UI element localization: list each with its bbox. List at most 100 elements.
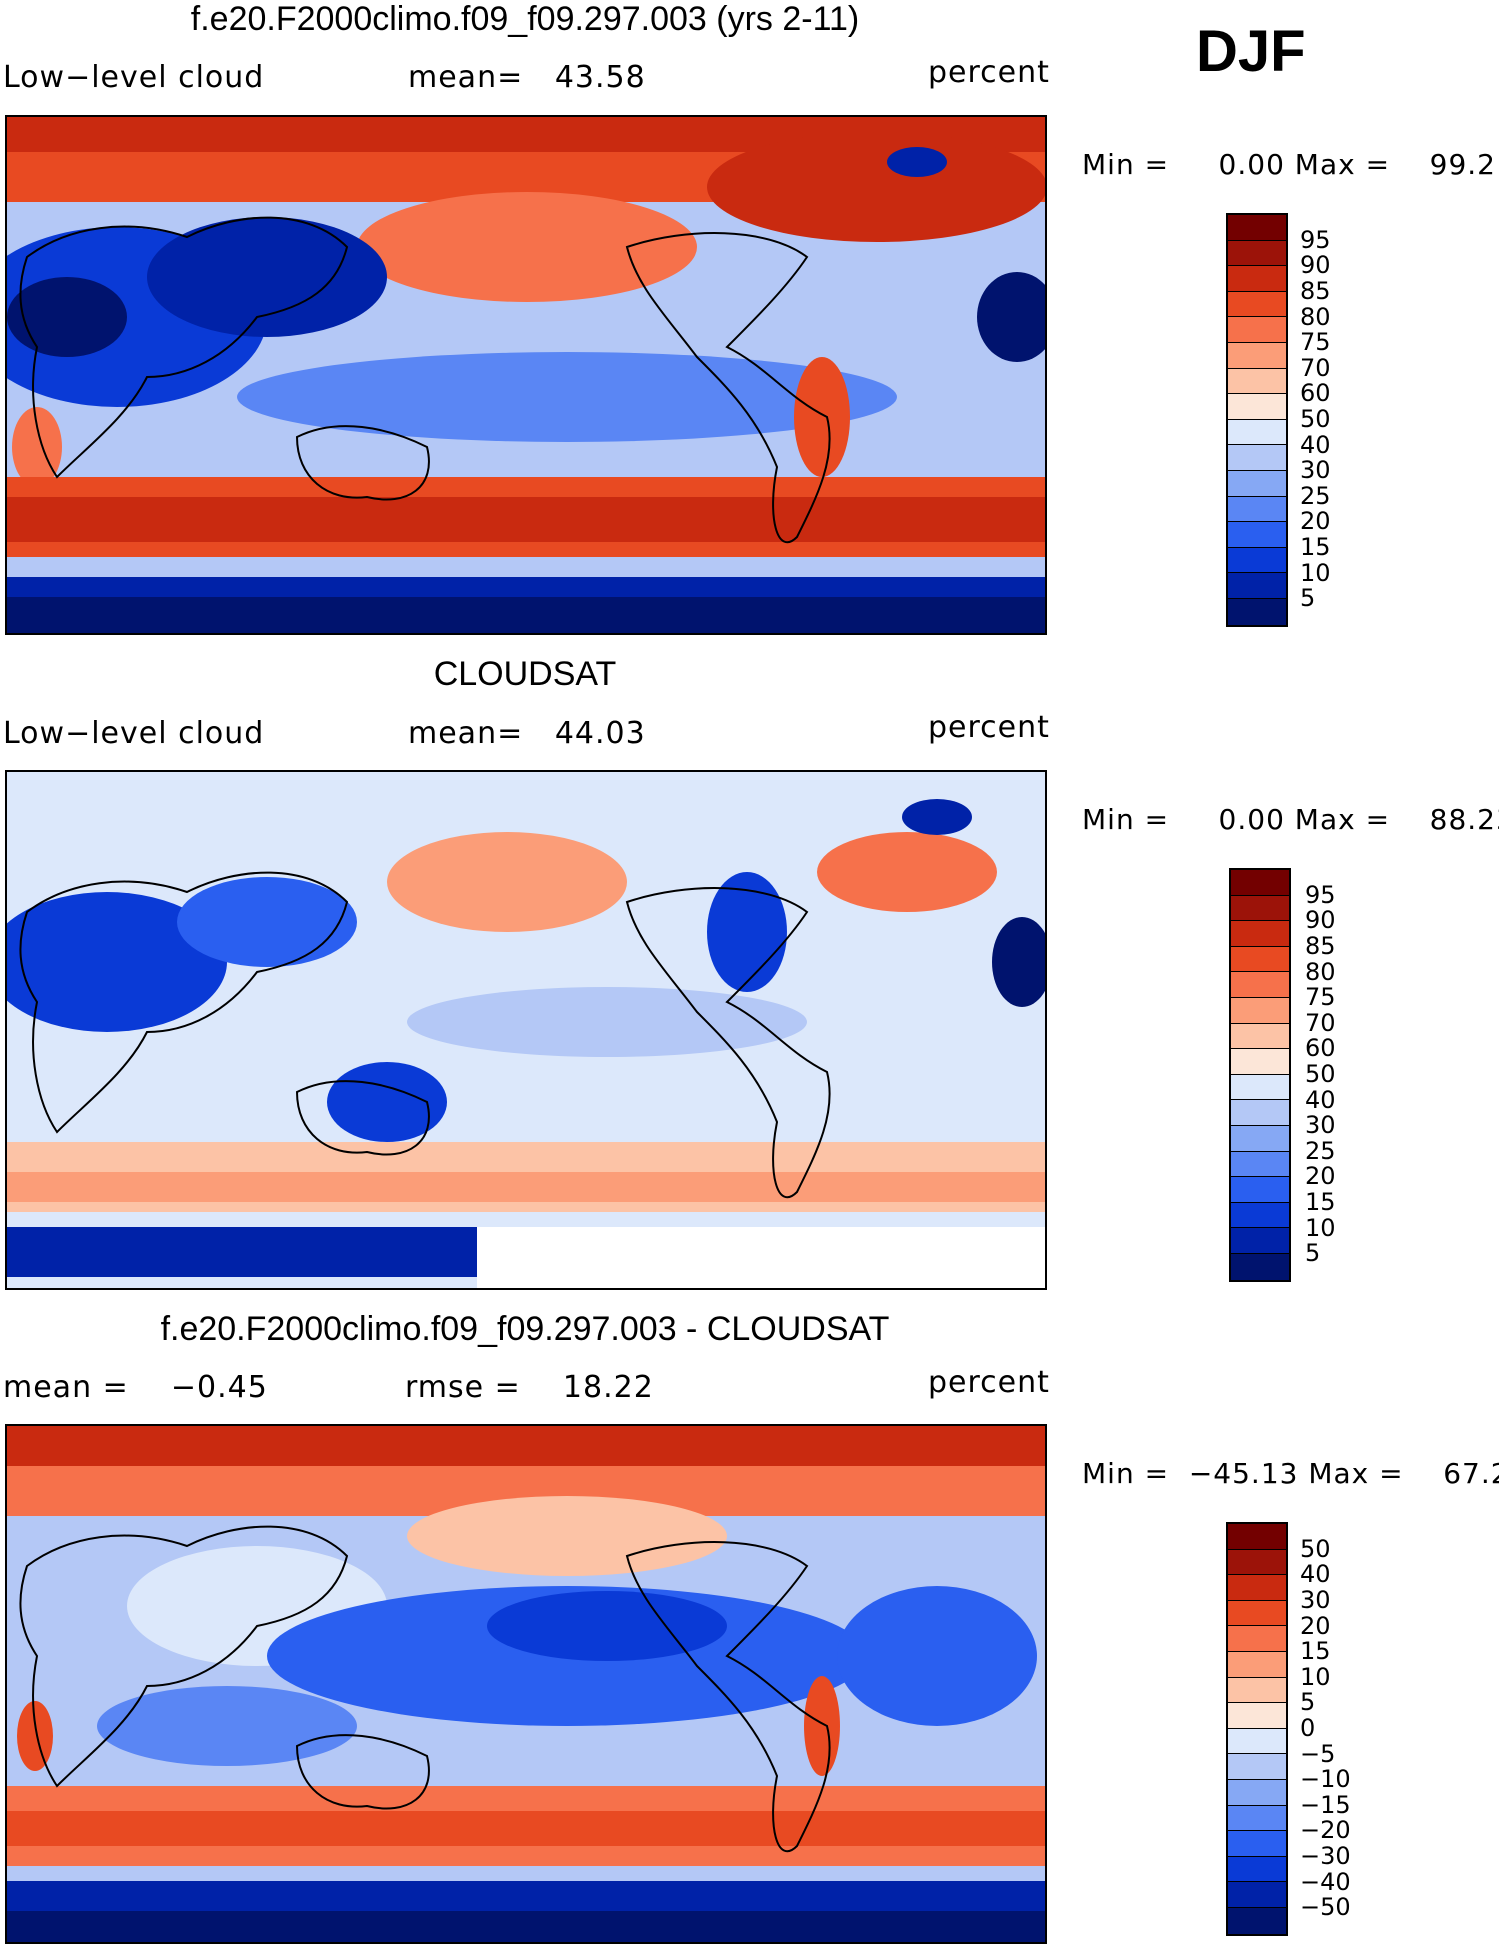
- colorbar-tick-label: 85: [1300, 277, 1331, 305]
- asia-low-cloud: [147, 217, 387, 337]
- colorbar-swatch: [1228, 522, 1286, 548]
- colorbar-swatch: [1231, 972, 1289, 998]
- colorbar-swatch: [1228, 394, 1286, 420]
- coastline: [19, 871, 831, 1199]
- panel-3-rmse-label: rmse = 18.22: [405, 1370, 654, 1405]
- colorbar-swatch: [1228, 1754, 1286, 1780]
- colorbar-tick-label: 60: [1305, 1034, 1336, 1062]
- colorbar-swatch: [1228, 598, 1286, 625]
- panel-2-map: [5, 770, 1047, 1290]
- colorbar-tick-label: 30: [1300, 1586, 1331, 1614]
- colorbar-tick-label: 80: [1300, 303, 1331, 331]
- colorbar-tick-label: 80: [1305, 958, 1336, 986]
- panel-3-mean-label: mean = −0.45: [3, 1370, 268, 1405]
- greenland-low: [902, 799, 972, 835]
- colorbar-swatch: [1231, 1202, 1289, 1229]
- peru-positive: [804, 1676, 840, 1776]
- colorbar-tick-label: 30: [1300, 456, 1331, 484]
- colorbar-tick-label: 40: [1300, 1560, 1331, 1588]
- panel-3-units-label: percent: [928, 1365, 1050, 1400]
- colorbar-tick-label: 95: [1305, 881, 1336, 909]
- panel-1-units-label: percent: [928, 55, 1050, 90]
- colorbar-swatch: [1228, 215, 1286, 241]
- colorbar-swatch: [1228, 1779, 1286, 1806]
- antarctic-core: [7, 1911, 1045, 1942]
- colorbar-tick-label: 85: [1305, 932, 1336, 960]
- colorbar-swatch: [1231, 1177, 1289, 1203]
- panel-2-colorbar: [1229, 868, 1291, 1282]
- colorbar-swatch: [1231, 1125, 1289, 1152]
- colorbar-swatch: [1231, 1151, 1289, 1178]
- coastline: [19, 1525, 831, 1853]
- colorbar-swatch: [1228, 445, 1286, 471]
- colorbar-tick-label: −15: [1300, 1791, 1351, 1819]
- colorbar-tick-label: 10: [1300, 1663, 1331, 1691]
- atlantic-negative: [837, 1586, 1037, 1726]
- colorbar-swatch: [1231, 946, 1289, 973]
- colorbar-swatch: [1228, 1907, 1286, 1934]
- colorbar-swatch: [1231, 1023, 1289, 1050]
- colorbar-swatch: [1228, 470, 1286, 497]
- panel-3-map: [5, 1424, 1047, 1944]
- colorbar-swatch: [1228, 1703, 1286, 1729]
- colorbar-tick-label: 50: [1305, 1060, 1336, 1088]
- panel-2-mean-label: mean= 44.03: [408, 716, 646, 751]
- colorbar-tick-label: 20: [1305, 1162, 1336, 1190]
- panel-2-title: CLOUDSAT: [433, 655, 617, 693]
- panel-2-units-label: percent: [928, 710, 1050, 745]
- colorbar-tick-label: 10: [1305, 1214, 1336, 1242]
- africa-low-cloud: [7, 892, 227, 1032]
- greenland-low: [887, 147, 947, 177]
- colorbar-tick-label: 25: [1305, 1137, 1336, 1165]
- colorbar-swatch: [1231, 997, 1289, 1024]
- colorbar-tick-label: 15: [1305, 1188, 1336, 1216]
- colorbar-tick-label: 95: [1300, 226, 1331, 254]
- colorbar-swatch: [1228, 496, 1286, 523]
- north-pacific-cloud: [357, 192, 697, 302]
- atlantic-east: [992, 917, 1045, 1007]
- colorbar-tick-label: 70: [1300, 354, 1331, 382]
- colorbar-swatch: [1228, 419, 1286, 446]
- colorbar-tick-label: −40: [1300, 1868, 1351, 1896]
- colorbar-tick-label: 60: [1300, 379, 1331, 407]
- north-pacific-positive: [407, 1496, 727, 1576]
- tropical-pacific-core: [487, 1591, 727, 1661]
- panel-1-map-svg: [7, 117, 1045, 633]
- colorbar-swatch: [1228, 1882, 1286, 1908]
- colorbar-tick-label: 20: [1300, 507, 1331, 535]
- colorbar-swatch: [1228, 1728, 1286, 1755]
- colorbar-tick-label: 10: [1300, 559, 1331, 587]
- coastline: [19, 216, 831, 544]
- colorbar-swatch: [1228, 368, 1286, 395]
- colorbar-swatch: [1228, 266, 1286, 292]
- colorbar-swatch: [1228, 1549, 1286, 1576]
- atlantic-east: [977, 272, 1045, 362]
- peru-stratocumulus: [794, 357, 850, 477]
- colorbar-tick-label: 90: [1300, 251, 1331, 279]
- panel-2-map-svg: [7, 772, 1045, 1288]
- colorbar-swatch: [1231, 921, 1289, 947]
- colorbar-swatch: [1228, 1677, 1286, 1704]
- colorbar-swatch: [1231, 1253, 1289, 1280]
- southern-ocean-core: [7, 1172, 1045, 1202]
- colorbar-tick-label: 40: [1305, 1086, 1336, 1114]
- colorbar-tick-label: 25: [1300, 482, 1331, 510]
- colorbar-tick-label: 70: [1305, 1009, 1336, 1037]
- colorbar-tick-label: 5: [1300, 584, 1316, 612]
- indian-ocean-negative: [97, 1686, 357, 1766]
- colorbar-swatch: [1228, 1600, 1286, 1627]
- panel-1-title: f.e20.F2000climo.f09_f09.297.003 (yrs 2-…: [190, 0, 860, 38]
- colorbar-swatch: [1228, 573, 1286, 599]
- colorbar-tick-label: 5: [1305, 1239, 1321, 1267]
- colorbar-swatch: [1228, 547, 1286, 574]
- colorbar-tick-label: 50: [1300, 1535, 1331, 1563]
- colorbar-tick-label: −5: [1300, 1740, 1336, 1768]
- season-label: DJF: [1196, 19, 1306, 84]
- pacific-band: [237, 352, 897, 442]
- southern-ocean-core: [7, 1811, 1045, 1846]
- colorbar-swatch: [1231, 1049, 1289, 1075]
- north-atlantic-cloud: [817, 832, 997, 912]
- panel-1-mean-label: mean= 43.58: [408, 60, 646, 95]
- panel-2-variable-label: Low−level cloud: [3, 716, 265, 751]
- colorbar-swatch: [1228, 291, 1286, 318]
